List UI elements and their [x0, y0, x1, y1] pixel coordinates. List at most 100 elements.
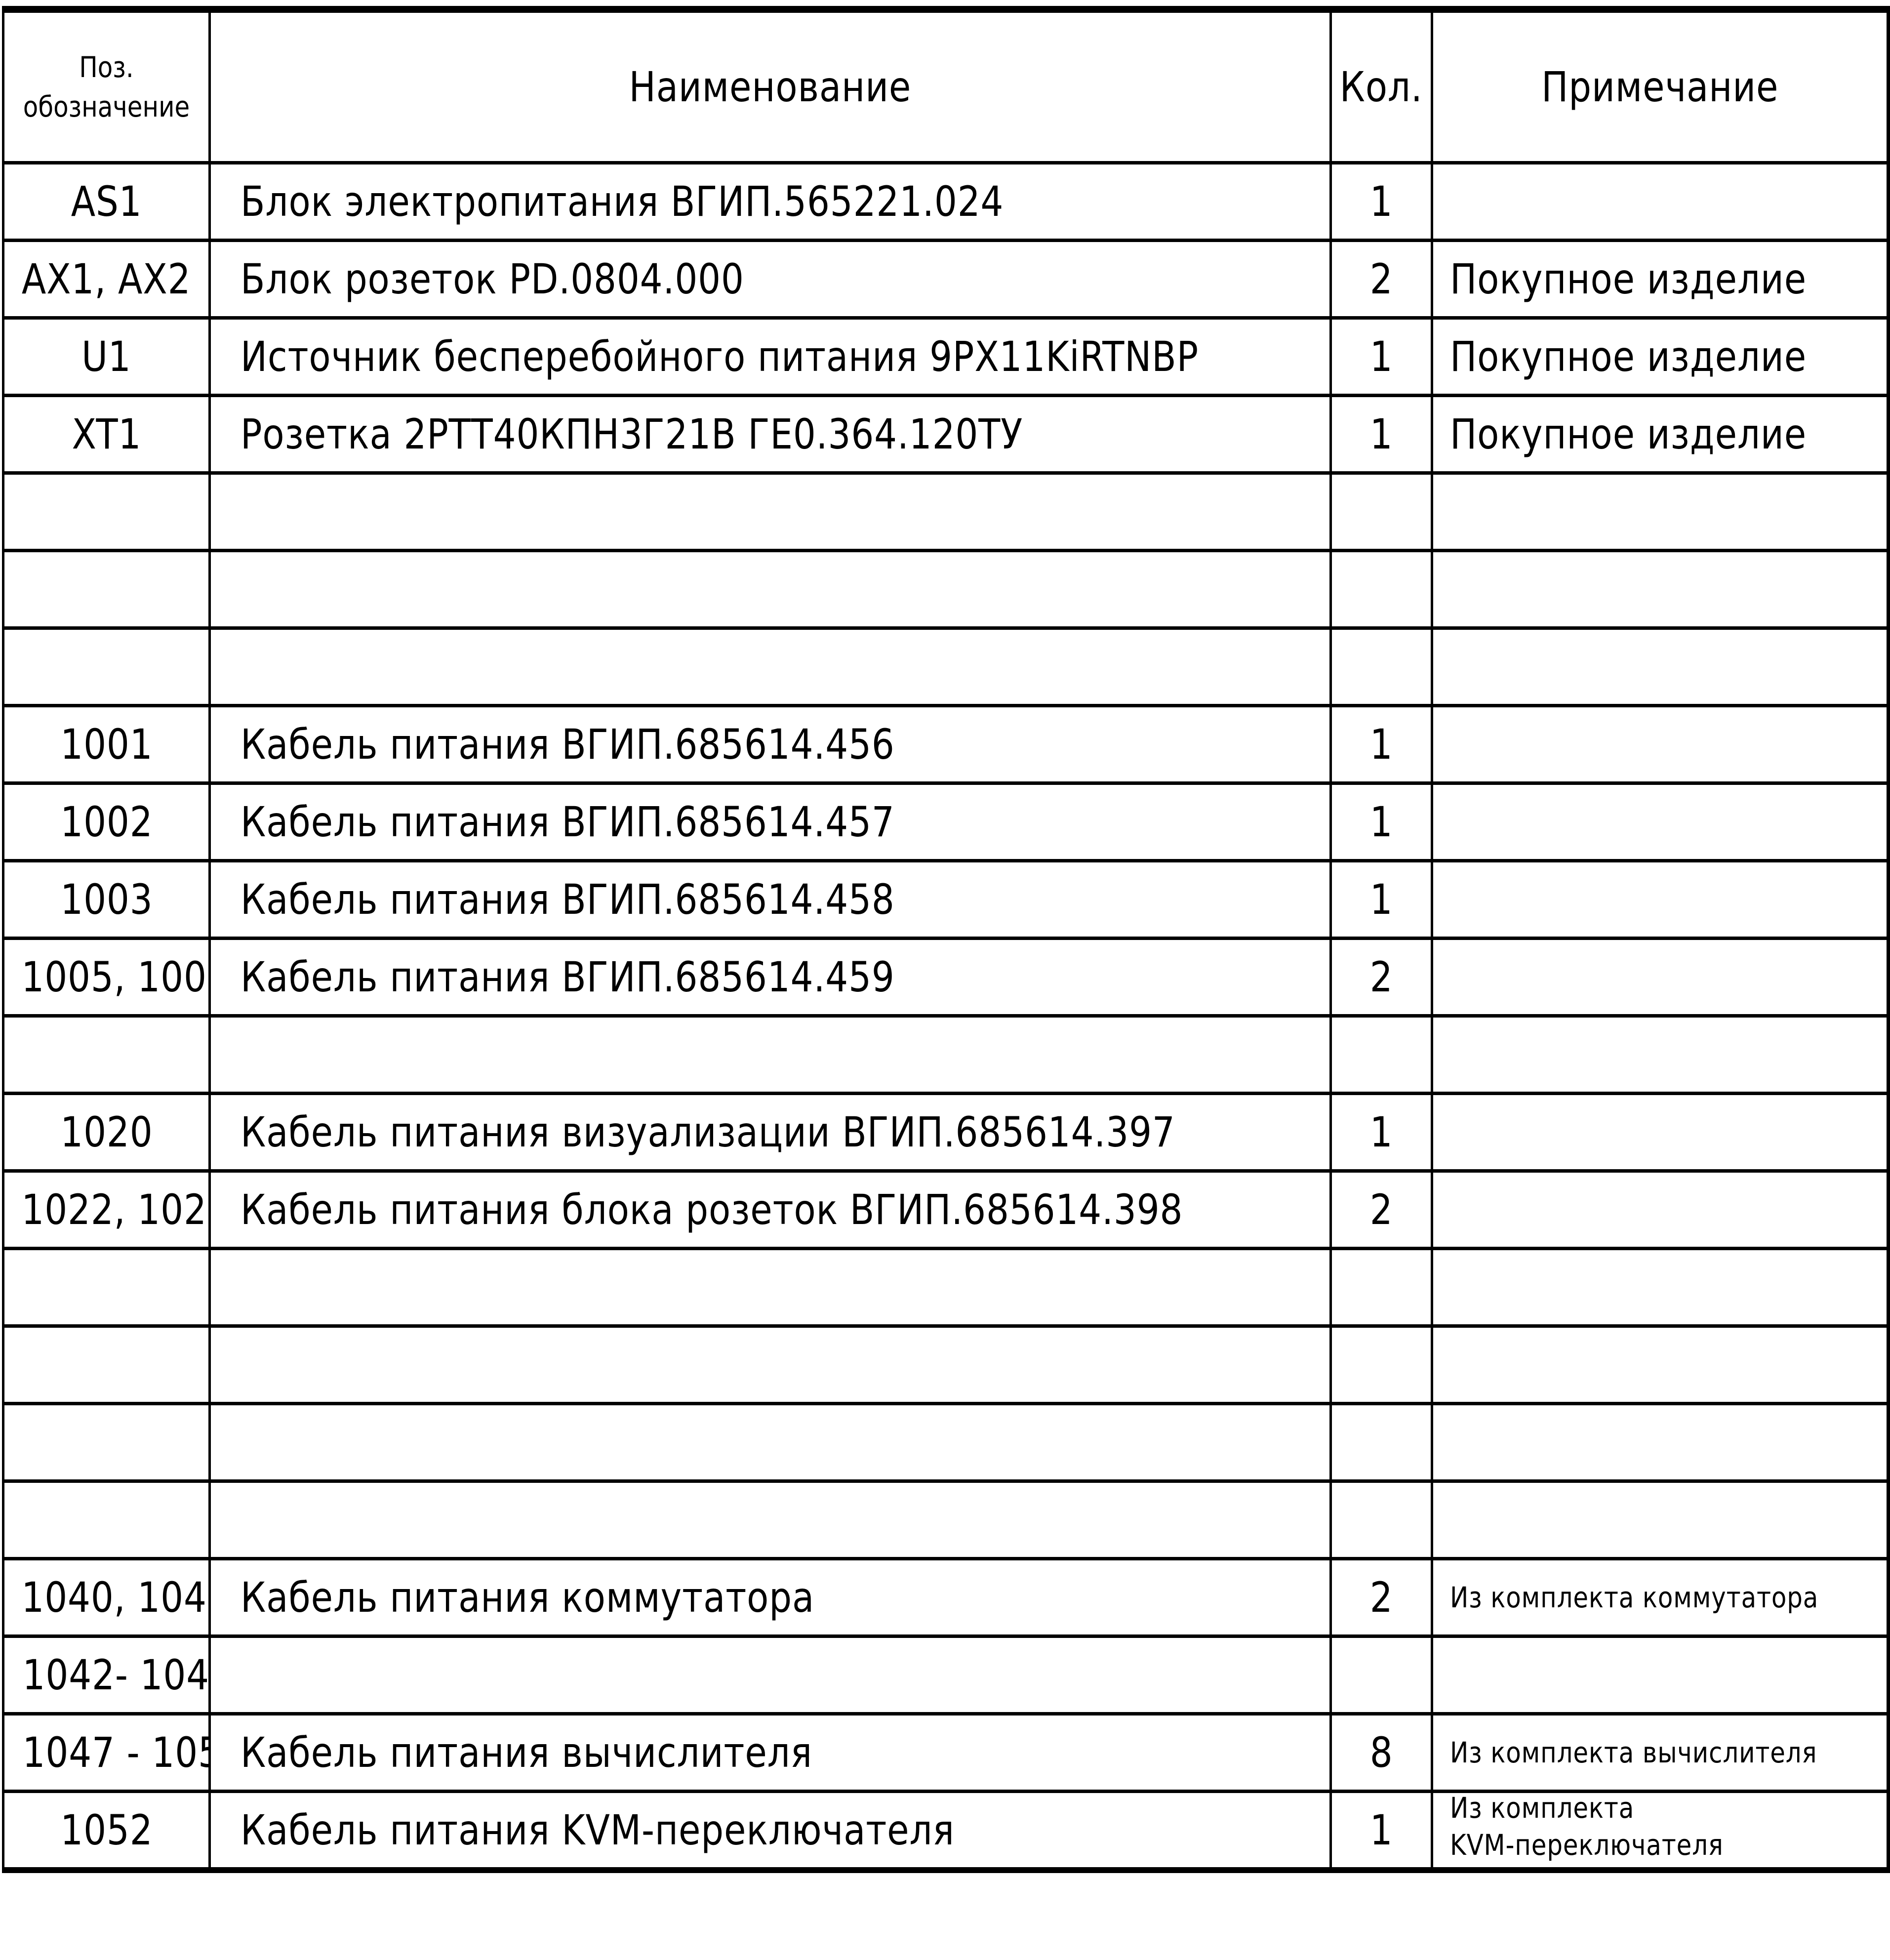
- cell-name: [208, 1402, 1332, 1483]
- table-row: 1020 Кабель питания визуализации ВГИП.685…: [2, 1092, 1890, 1173]
- cell-note: [1431, 626, 1890, 707]
- cell-name-text: Кабель питания вычислителя: [241, 1728, 812, 1777]
- cell-name: Розетка 2РТТ40КПН3Г21В ГЕ0.364.120ТУ: [208, 394, 1332, 475]
- cell-name: Кабель питания ВГИП.685614.456: [208, 704, 1332, 785]
- cell-qty: [1329, 1324, 1433, 1405]
- cell-qty: [1329, 1247, 1433, 1328]
- cell-pos: XT1: [2, 394, 211, 475]
- cell-pos: [2, 1402, 211, 1483]
- cell-pos-text: 1022, 1023: [21, 1185, 210, 1234]
- cell-pos: [2, 1324, 211, 1405]
- cell-qty-text: 2: [1369, 1185, 1393, 1234]
- table-row: 1003 Кабель питания ВГИП.685614.458 1: [2, 859, 1890, 940]
- cell-qty: [1329, 549, 1433, 630]
- cell-name: [208, 1014, 1332, 1095]
- specification-table: Поз. обозначение Наименование Кол. Приме…: [2, 6, 1890, 1873]
- cell-note-line1: Из комплекта: [1450, 1791, 1635, 1825]
- header-pos-line2: обозначение: [23, 90, 190, 123]
- cell-pos: 1022, 1023: [2, 1169, 211, 1250]
- cell-note: [1431, 1324, 1890, 1405]
- cell-qty: [1329, 1014, 1433, 1095]
- cell-name: Кабель питания ВГИП.685614.459: [208, 937, 1332, 1018]
- cell-name: Блок розеток PD.0804.000: [208, 239, 1332, 320]
- table-row: 1001 Кабель питания ВГИП.685614.456 1: [2, 704, 1890, 785]
- cell-note: [1431, 1479, 1890, 1560]
- cell-name-text: Кабель питания коммутатора: [241, 1573, 815, 1622]
- cell-name-text: Розетка 2РТТ40КПН3Г21В ГЕ0.364.120ТУ: [241, 410, 1023, 458]
- cell-qty-text: 1: [1369, 798, 1393, 846]
- cell-note: [1431, 859, 1890, 940]
- table-row: [2, 471, 1890, 552]
- cell-name: [208, 1634, 1332, 1715]
- table-row: [2, 549, 1890, 630]
- cell-pos: [2, 626, 211, 707]
- table-row: 1047 - 1050 Кабель питания вычислителя 8 Из…: [2, 1712, 1890, 1793]
- header-name: Наименование: [208, 7, 1332, 164]
- cell-qty: [1329, 1402, 1433, 1483]
- cell-name: Кабель питания ВГИП.685614.458: [208, 859, 1332, 940]
- cell-qty: [1329, 626, 1433, 707]
- cell-note: [1431, 549, 1890, 630]
- cell-pos-text: XT1: [72, 410, 141, 458]
- cell-note-text: Из комплекта коммутатора: [1450, 1581, 1819, 1614]
- cell-name: [208, 1479, 1332, 1560]
- cell-qty: 1: [1329, 1790, 1433, 1872]
- cell-pos: 1047 - 1050: [2, 1712, 211, 1793]
- header-note-text: Примечание: [1541, 63, 1778, 111]
- cell-pos-text: 1047 - 1050: [22, 1728, 207, 1777]
- cell-note-text: Покупное изделие: [1450, 332, 1807, 381]
- cell-pos: 1020: [2, 1092, 211, 1173]
- header-pos-line1: Поз.: [79, 50, 134, 84]
- table-row: 1002 Кабель питания ВГИП.685614.457 1: [2, 781, 1890, 862]
- cell-name: [208, 471, 1332, 552]
- table-row: [2, 1247, 1890, 1328]
- cell-name-text: Блок электропитания ВГИП.565221.024: [241, 177, 1004, 226]
- cell-name-text: Источник бесперебойного питания 9PX11KiR…: [241, 332, 1199, 381]
- cell-pos: AX1, AX2: [2, 239, 211, 320]
- cell-name: Источник бесперебойного питания 9PX11KiR…: [208, 316, 1332, 397]
- header-qty-text: Кол.: [1339, 63, 1423, 111]
- cell-note-line2: KVM-переключателя: [1450, 1828, 1724, 1862]
- cell-name: Кабель питания блока розеток ВГИП.685614…: [208, 1169, 1332, 1250]
- cell-qty: 2: [1329, 1169, 1433, 1250]
- table-row: 1005, 1006 Кабель питания ВГИП.685614.459…: [2, 937, 1890, 1018]
- table-row: [2, 1324, 1890, 1405]
- cell-qty: [1329, 471, 1433, 552]
- cell-pos: [2, 1014, 211, 1095]
- cell-qty-text: 1: [1369, 1108, 1393, 1156]
- cell-note: [1431, 1169, 1890, 1250]
- table-row: [2, 626, 1890, 707]
- header-name-text: Наименование: [629, 63, 912, 111]
- cell-pos-text: 1052: [60, 1806, 153, 1854]
- cell-qty-text: 2: [1369, 953, 1393, 1001]
- cell-qty-text: 1: [1369, 1806, 1393, 1854]
- table-row: [2, 1014, 1890, 1095]
- cell-name-text: Кабель питания KVM-переключателя: [241, 1806, 955, 1854]
- cell-qty-text: 1: [1369, 410, 1393, 458]
- cell-qty-text: 2: [1369, 255, 1393, 303]
- cell-name: Блок электропитания ВГИП.565221.024: [208, 161, 1332, 242]
- cell-qty-text: 1: [1369, 177, 1393, 226]
- header-qty: Кол.: [1329, 7, 1433, 164]
- cell-pos: [2, 471, 211, 552]
- cell-name: Кабель питания вычислителя: [208, 1712, 1332, 1793]
- cell-qty-text: 1: [1369, 720, 1393, 769]
- cell-note: [1431, 781, 1890, 862]
- cell-pos-text: AX1, AX2: [22, 255, 191, 303]
- cell-qty-text: 8: [1369, 1728, 1393, 1777]
- table-header-row: Поз. обозначение Наименование Кол. Приме…: [2, 7, 1890, 164]
- cell-note-text: Из комплекта вычислителя: [1450, 1736, 1817, 1769]
- cell-pos-text: AS1: [71, 177, 142, 226]
- cell-pos: [2, 1479, 211, 1560]
- cell-pos: [2, 549, 211, 630]
- cell-note: [1431, 471, 1890, 552]
- cell-name: [208, 549, 1332, 630]
- cell-name-text: Кабель питания блока розеток ВГИП.685614…: [241, 1185, 1183, 1234]
- cell-qty: 2: [1329, 239, 1433, 320]
- cell-pos-text: 1040, 1041: [21, 1573, 210, 1622]
- cell-note: Из комплекта коммутатора: [1431, 1557, 1890, 1638]
- cell-note: Покупное изделие: [1431, 316, 1890, 397]
- cell-qty: 1: [1329, 781, 1433, 862]
- cell-name: [208, 626, 1332, 707]
- cell-pos: 1003: [2, 859, 211, 940]
